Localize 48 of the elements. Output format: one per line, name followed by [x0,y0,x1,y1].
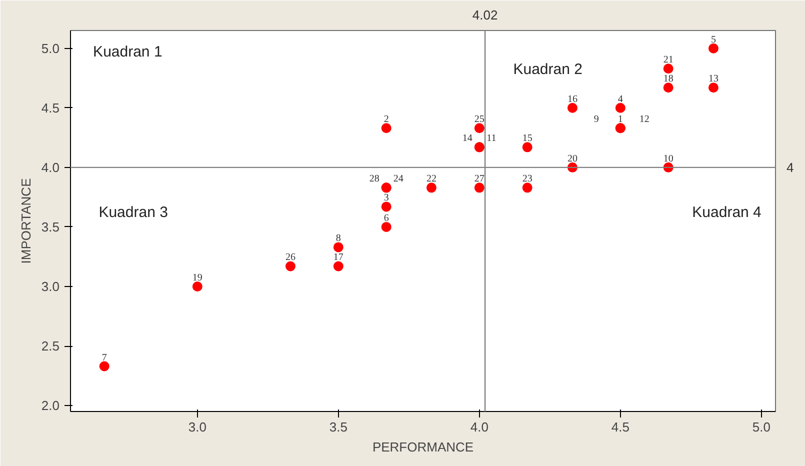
y-tick-label: 5.0 [41,40,60,56]
annotation: 28 [369,174,380,185]
annotation: 14 [462,133,472,144]
annotation: 7 [102,352,107,364]
annotation: 3 [384,192,389,204]
x-axis-title: PERFORMANCE [372,440,474,454]
annotation: 10 [663,153,674,164]
annotation: 25 [474,114,484,126]
y-tick-label: 4.5 [41,100,60,116]
annotation: 1 [618,114,623,126]
annotation: 21 [663,54,674,66]
annotation: 8 [336,233,341,244]
annotation: 5 [710,34,716,46]
x-tick-label: 4.0 [470,420,488,434]
annotation: 23 [522,174,532,185]
annotation: 16 [567,94,578,105]
ref-line-label: 4.02 [472,8,498,22]
annotation: 17 [333,252,344,264]
annotation: 24 [393,174,404,185]
annotation: Kuadran 2 [513,61,582,78]
annotation: 4 [618,94,623,105]
annotation: Kuadran 1 [93,43,162,60]
annotation: 19 [192,272,202,284]
annotation: 13 [708,74,718,85]
annotation: 20 [567,153,578,164]
annotation: 18 [663,74,674,85]
annotation: 6 [384,212,389,224]
x-tick-label: 3.5 [329,420,348,434]
annotation: 26 [285,252,296,264]
annotation: 9 [594,114,599,126]
y-tick-label: 2.0 [41,398,60,414]
ref-line-label: 4 [786,160,794,175]
annotation: 15 [522,133,532,144]
y-tick-label: 3.5 [41,219,60,234]
x-tick-label: 3.0 [188,420,206,434]
annotation: Kuadran 3 [98,204,168,221]
y-axis-title: IMPORTANCE [18,178,34,264]
annotation: 2 [384,114,389,126]
annotation: 22 [426,174,436,185]
x-tick-label: 5.0 [752,420,770,434]
y-tick-label: 4.0 [41,160,60,175]
y-tick-label: 2.5 [41,338,60,354]
y-tick-label: 3.0 [41,278,60,294]
annotation: 11 [486,133,496,144]
x-tick-label: 4.5 [611,420,630,434]
annotation: 27 [474,174,484,185]
annotation: Kuadran 4 [692,204,762,221]
annotation: 12 [639,114,650,126]
